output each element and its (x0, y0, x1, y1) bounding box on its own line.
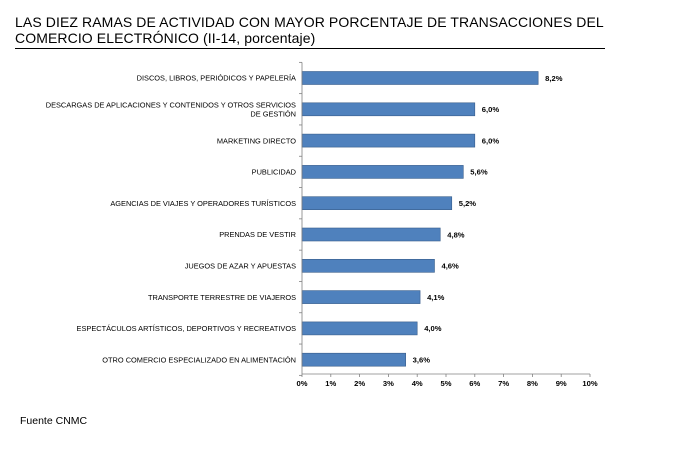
bar (301, 102, 476, 117)
data-label: 8,2% (545, 74, 563, 83)
data-label: 5,2% (459, 199, 477, 208)
category-label: OTRO COMERCIO ESPECIALIZADO EN ALIMENTAC… (102, 355, 296, 364)
category-label-line: TRANSPORTE TERRESTRE DE VIAJEROS (148, 293, 296, 302)
data-label: 4,6% (441, 262, 459, 271)
category-label-line: DESCARGAS DE APLICACIONES Y CONTENIDOS Y… (46, 101, 296, 110)
bar (301, 196, 453, 210)
x-tick-label: 9% (556, 379, 567, 388)
category-label: PRENDAS DE VESTIR (219, 230, 296, 239)
bar (301, 165, 464, 179)
chart-title: LAS DIEZ RAMAS DE ACTIVIDAD CON MAYOR PO… (15, 14, 605, 49)
category-label-line: OTRO COMERCIO ESPECIALIZADO EN ALIMENTAC… (102, 355, 296, 364)
x-tick-label: 1% (325, 379, 336, 388)
data-label: 4,0% (424, 324, 442, 333)
x-tick-label: 0% (297, 379, 308, 388)
chart-title-line-1: LAS DIEZ RAMAS DE ACTIVIDAD CON MAYOR PO… (15, 14, 604, 30)
category-label: AGENCIAS DE VIAJES Y OPERADORES TURÍSTIC… (110, 199, 296, 208)
category-label-line: AGENCIAS DE VIAJES Y OPERADORES TURÍSTIC… (110, 199, 296, 208)
category-label-line: DISCOS, LIBROS, PERIÓDICOS Y PAPELERÍA (137, 74, 296, 83)
data-label: 4,8% (447, 230, 465, 239)
x-tick-label: 6% (469, 379, 480, 388)
x-tick-label: 4% (412, 379, 423, 388)
category-label-line: PRENDAS DE VESTIR (219, 230, 296, 239)
category-label-line: DE GESTIÓN (250, 110, 296, 119)
category-label-line: PUBLICIDAD (252, 168, 296, 177)
category-label-line: ESPECTÁCULOS ARTÍSTICOS, DEPORTIVOS Y RE… (77, 324, 297, 333)
x-tick-label: 2% (354, 379, 365, 388)
data-label: 3,6% (413, 356, 431, 365)
x-tick-label: 3% (383, 379, 394, 388)
x-tick-label: 5% (441, 379, 452, 388)
x-tick-label: 8% (527, 379, 538, 388)
bar (301, 227, 441, 242)
bar (301, 290, 421, 304)
data-label: 4,1% (427, 293, 445, 302)
source-note: Fuente CNMC (20, 415, 88, 427)
chart-title-line-2: COMERCIO ELECTRÓNICO (II-14, porcentaje) (15, 30, 316, 46)
bar (301, 352, 406, 367)
category-label: PUBLICIDAD (252, 168, 296, 177)
x-tick-label: 10% (582, 379, 597, 388)
category-label-line: MARKETING DIRECTO (217, 136, 296, 145)
category-label: DISCOS, LIBROS, PERIÓDICOS Y PAPELERÍA (137, 74, 296, 83)
category-label: DESCARGAS DE APLICACIONES Y CONTENIDOS Y… (46, 101, 296, 119)
category-label: TRANSPORTE TERRESTRE DE VIAJEROS (148, 293, 296, 302)
category-label: JUEGOS DE AZAR Y APUESTAS (185, 262, 296, 271)
data-label: 6,0% (482, 105, 500, 114)
bar (301, 321, 418, 336)
data-label: 6,0% (482, 136, 500, 145)
bar (301, 71, 539, 85)
category-label: ESPECTÁCULOS ARTÍSTICOS, DEPORTIVOS Y RE… (77, 324, 297, 333)
bar (301, 258, 435, 273)
category-label-line: JUEGOS DE AZAR Y APUESTAS (185, 262, 296, 271)
x-tick-label: 7% (498, 379, 509, 388)
bar (301, 133, 476, 148)
category-label: MARKETING DIRECTO (217, 136, 296, 145)
data-label: 5,6% (470, 168, 488, 177)
